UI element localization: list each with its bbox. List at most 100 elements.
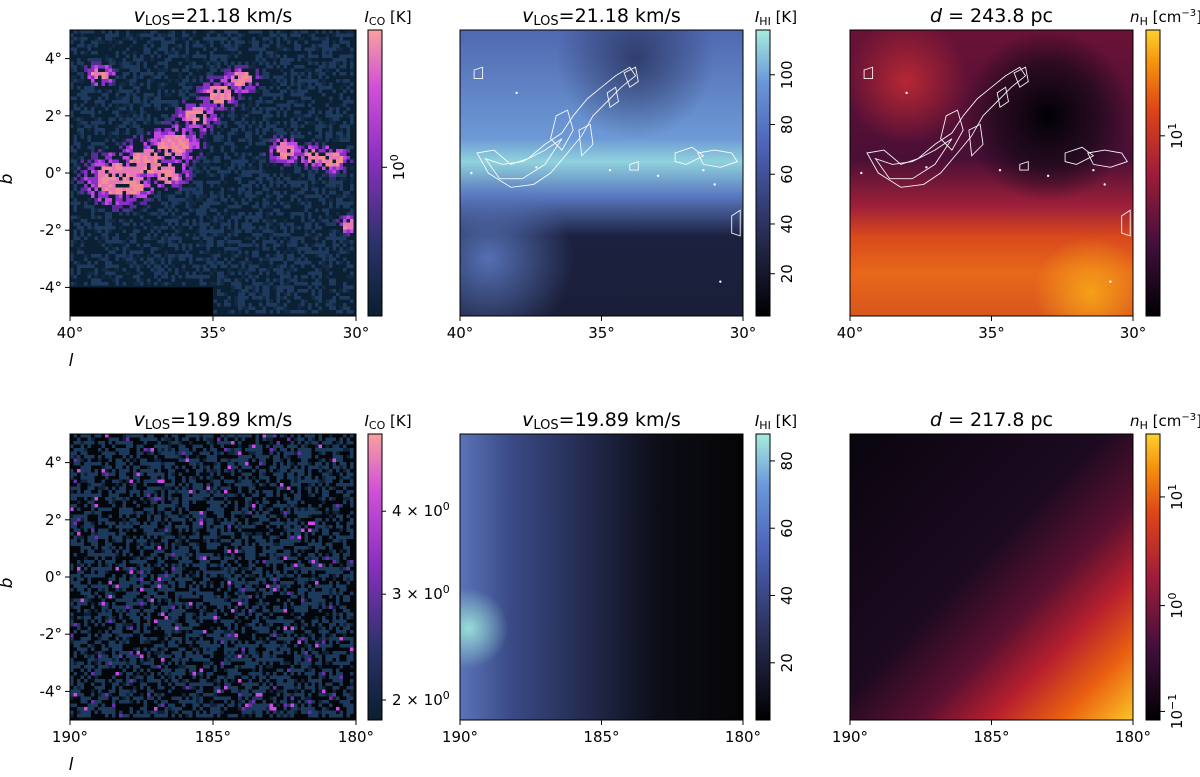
colorbar [755,29,771,317]
contour-dot [535,166,538,169]
colorbar-tick-label: 100 [778,60,796,89]
x-tick-label: 190° [832,728,868,746]
contour-line [731,209,741,237]
colorbar-label: IHI [K] [755,8,797,28]
contour-dot [702,168,705,172]
map-shading [460,30,743,316]
x-axis-label: l [69,351,74,371]
co-contours [470,66,741,283]
map-background [850,434,1133,720]
contour-line [623,66,639,88]
panel-title: d = 217.8 pc [930,409,1053,431]
colorbar-tick-label: 100 [388,154,408,180]
contour-dot [905,91,908,95]
colorbar [1145,433,1161,721]
contour-line [674,146,705,165]
contour-line [606,86,620,108]
colorbar-tick-label: 10−1 [1166,694,1186,729]
colorbar-tick-label: 80 [778,451,796,470]
contour-line [1019,160,1029,171]
y-tick-label: 4° [45,50,62,68]
panel-title: vLOS=21.18 km/s [134,5,293,29]
colorbar-tick-label: 101 [1166,123,1186,149]
panel-title: vLOS=19.89 km/s [522,409,681,433]
contour-line [1121,209,1131,237]
panel-3: d = 243.8 pc 40° 35° 30° nH [cm−3] 101 [837,5,1200,342]
panel-6: d = 217.8 pc 190° 185° 180° nH [cm−3] 101 100 1… [832,409,1200,746]
y-tick-label: -2° [40,221,62,239]
contour-dot [713,183,716,186]
colorbar-tick-label: 4 × 100 [392,500,450,520]
x-tick-label: 30° [343,324,370,342]
x-tick-label: 180° [338,728,374,746]
colorbar [367,29,383,317]
colorbar-tick-label: 60 [778,519,796,538]
contour-line [473,66,484,80]
map-shading [850,30,1133,316]
colorbar-label: nH [cm−3] [1130,8,1200,28]
x-tick-label: 40° [57,324,84,342]
colorbar-label: nH [cm−3] [1130,412,1200,432]
contour-dot [1046,174,1050,178]
map-pixels [70,30,354,314]
x-tick-label: 30° [1120,324,1147,342]
colorbar-tick-label: 20 [778,653,796,672]
contour-line [863,66,874,80]
x-tick-label: 180° [1115,728,1151,746]
contour-dot [925,166,928,169]
x-tick-label: 185° [583,728,619,746]
masked-region [70,287,213,316]
contour-line [996,86,1010,108]
contour-line [874,138,953,180]
y-tick-label: 2° [45,511,62,529]
colorbar-label: ICO [K] [364,412,411,432]
panel-title: vLOS=21.18 km/s [522,5,681,29]
x-tick-label: 190° [442,728,478,746]
contour-dot [656,174,660,178]
colorbar-tick-label: 2 × 100 [392,689,450,709]
contour-dot [1103,183,1106,186]
x-tick-label: 185° [973,728,1009,746]
colorbar-tick-label: 100 [1166,593,1186,619]
panel-title: d = 243.8 pc [930,5,1053,27]
colorbar-tick-label: 40 [778,586,796,605]
panel-4: vLOS=19.89 km/s 190° 185° 180° 4° 2° 0° -2° -4° b… [0,409,450,775]
contour-line [940,109,964,151]
contour-line [550,109,574,151]
contour-dot [515,91,518,95]
panel-1: vLOS=21.18 km/s 40° 35° 30° 4° 2° 0° -2° -4° b l IC… [0,5,412,371]
contour-line [1064,146,1095,165]
x-axis-label: l [69,755,74,775]
colorbar-tick-label: 80 [778,115,796,134]
y-tick-label: -2° [40,625,62,643]
colorbar [367,433,383,721]
y-tick-label: -4° [40,682,62,700]
panel-5: vLOS=19.89 km/s 190° 185° 180° IHI [K] 20 40 60… [442,409,797,746]
x-tick-label: 185° [195,728,231,746]
contour-line [1013,66,1029,88]
colorbar-tick-label: 40 [778,214,796,233]
contour-dot [1092,168,1095,172]
colorbar-label: ICO [K] [364,8,411,28]
y-tick-label: 0° [45,164,62,182]
y-tick-label: 0° [45,568,62,586]
contour-dot [719,280,722,283]
colorbar [755,433,771,721]
colorbar-tick-label: 101 [1166,484,1186,510]
contour-line [578,123,594,157]
colorbar [1145,29,1161,317]
contour-line [629,160,639,171]
contour-line [866,66,1027,188]
contour-line [476,66,637,188]
contour-line [1087,149,1128,168]
y-axis-label: b [0,578,17,589]
contour-dot [1109,280,1112,283]
panel-title: vLOS=19.89 km/s [134,409,293,433]
colorbar-tick-label: 60 [778,165,796,184]
contour-line [968,123,984,157]
x-tick-label: 35° [200,324,227,342]
x-tick-label: 190° [52,728,88,746]
y-tick-label: 4° [45,454,62,472]
x-tick-label: 180° [725,728,761,746]
y-axis-label: b [0,174,17,185]
